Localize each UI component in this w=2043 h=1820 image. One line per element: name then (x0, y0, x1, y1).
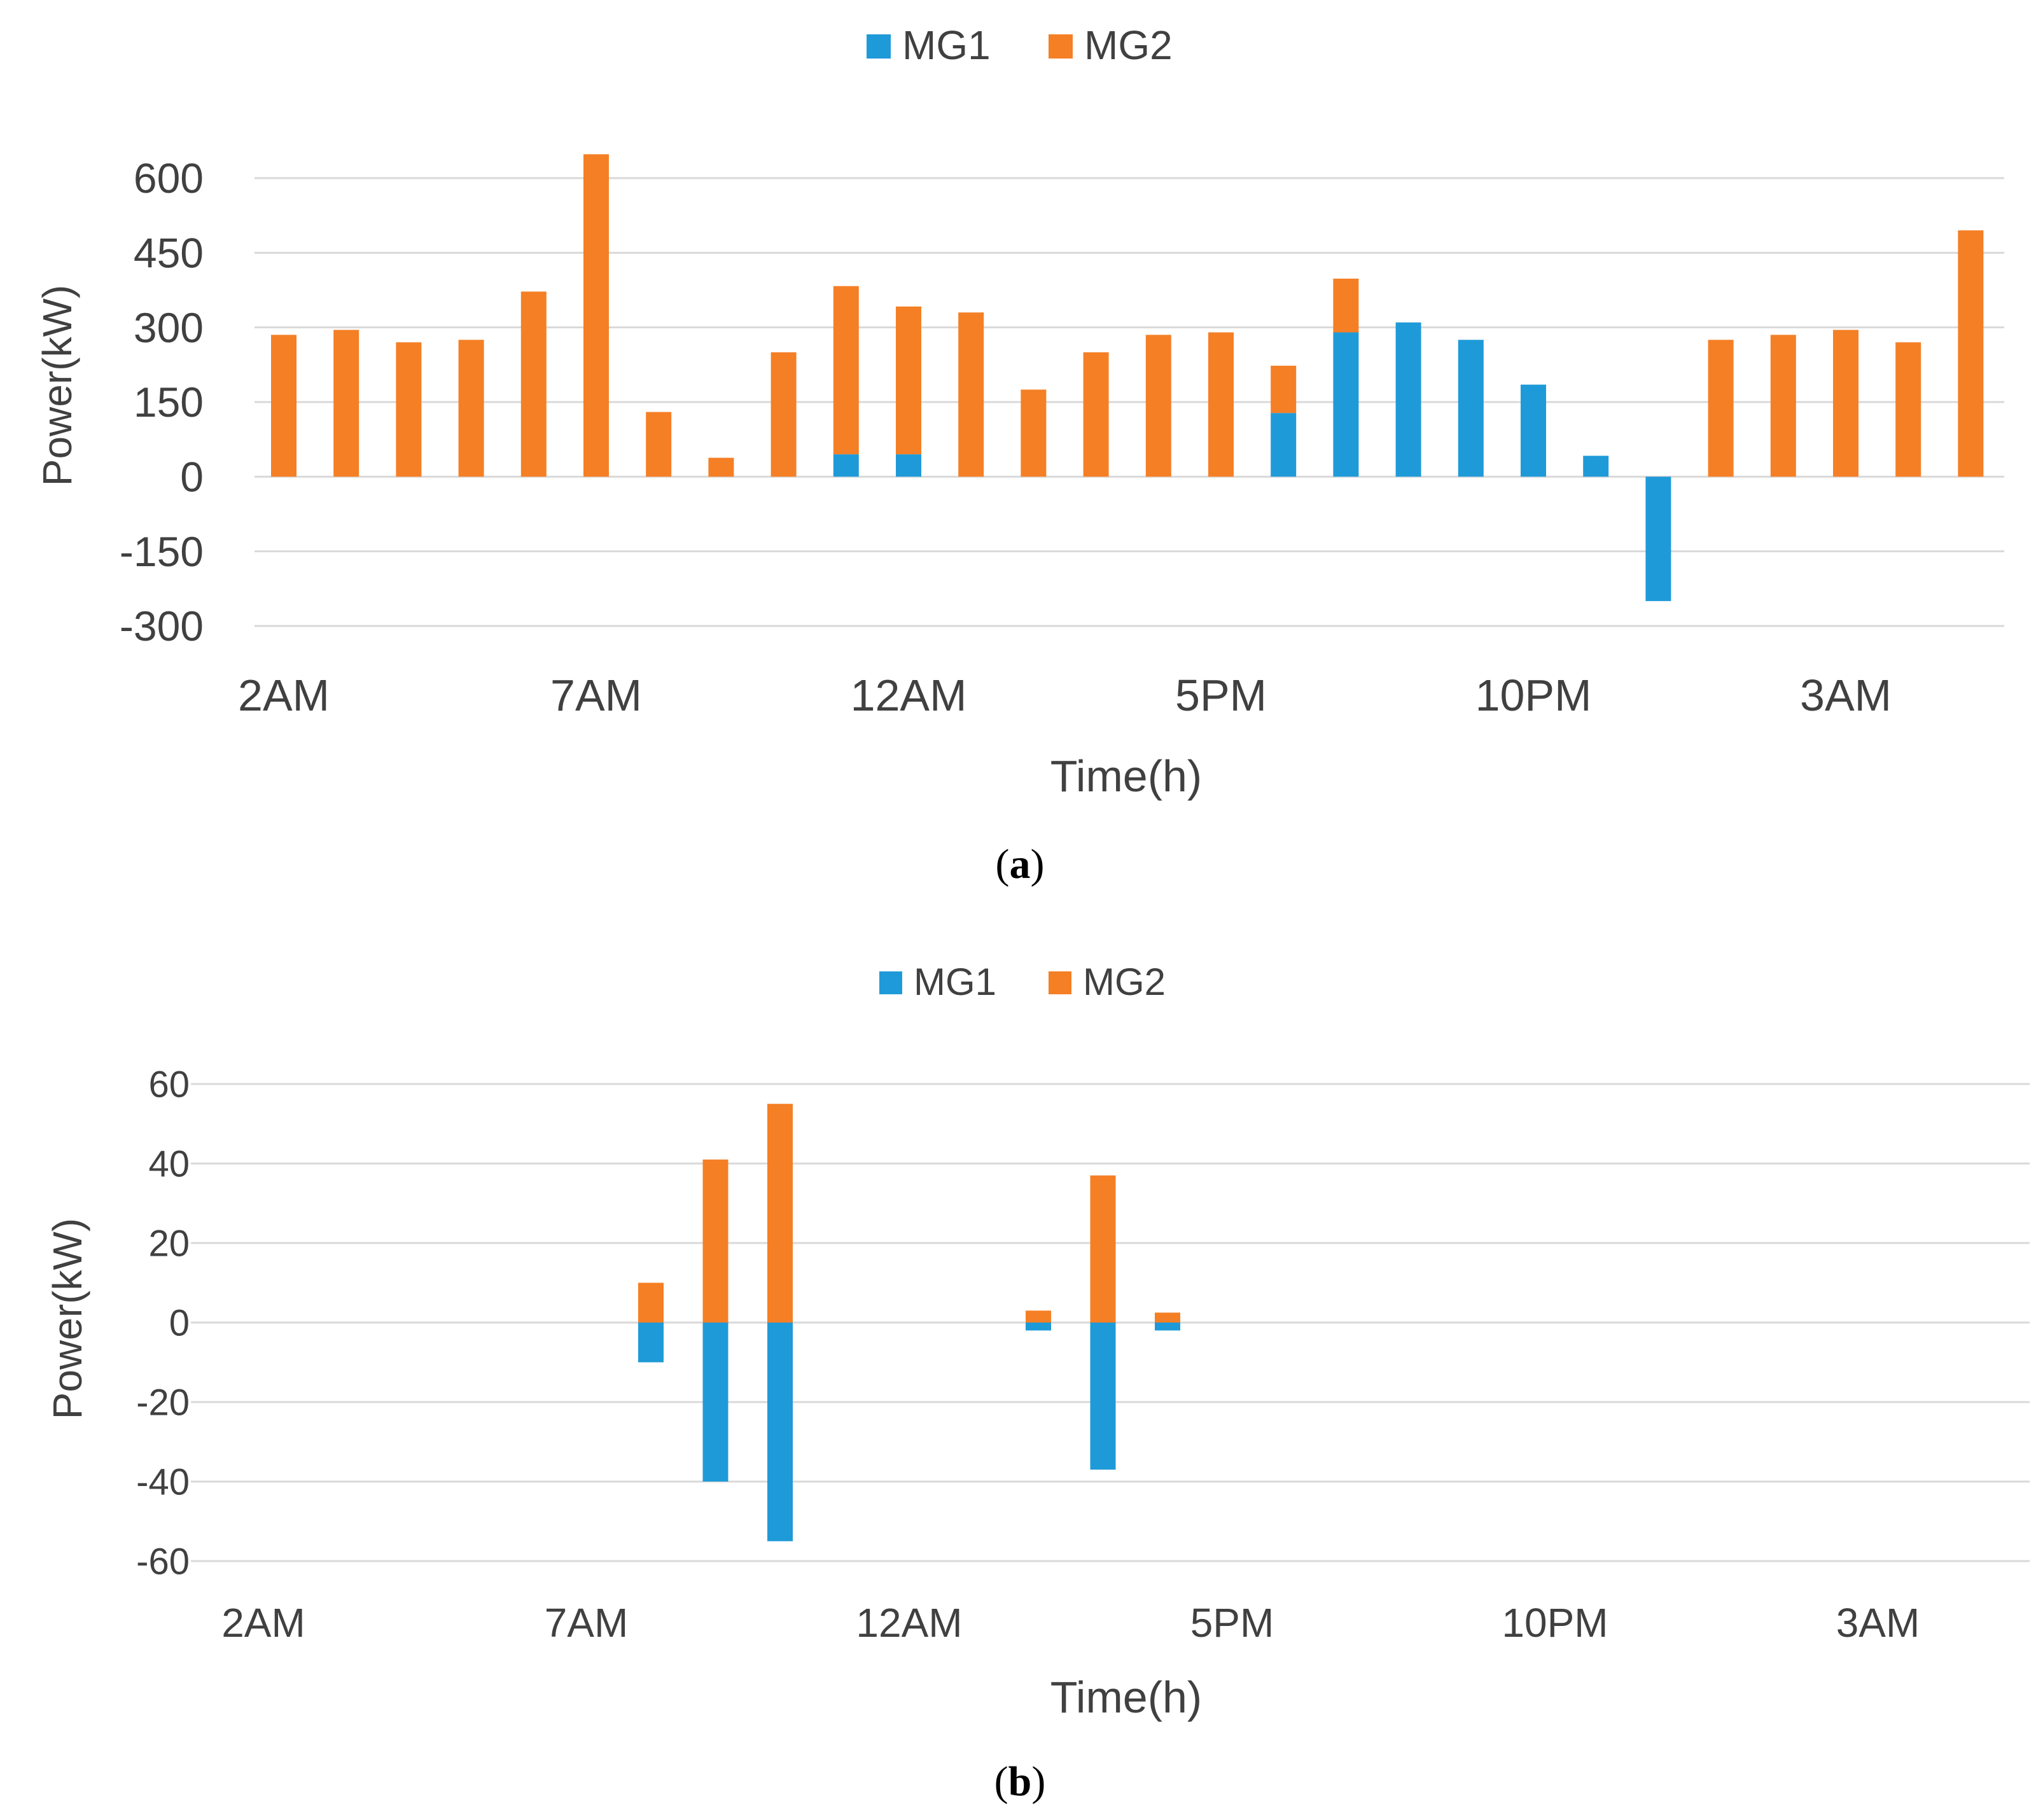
legend-label-mg2: MG2 (1083, 961, 1166, 1003)
y-tick-label: -300 (120, 602, 204, 650)
y-tick-label: 0 (169, 1302, 190, 1344)
bar-mg1-hour-8 (767, 1323, 793, 1541)
y-tick-label: -150 (120, 528, 204, 575)
bar-mg2-hour-3 (458, 340, 484, 477)
x-tick-labels-a: 2AM 7AM 12AM 5PM 10PM 3AM (238, 670, 1892, 720)
chart-a: MG1 MG2 600 450 300 150 0 -150 -300 2AM 7AM 12AM… (34, 22, 2004, 887)
y-tick-label: 40 (148, 1143, 190, 1184)
bars-b (638, 1104, 1180, 1541)
bar-mg1-hour-14 (1155, 1323, 1180, 1331)
bar-mg2-hour-6 (646, 412, 672, 477)
bar-mg2-hour-5 (583, 154, 609, 477)
bar-mg1-hour-17 (1333, 332, 1359, 477)
x-tick-label: 7AM (545, 1600, 629, 1646)
legend-label-mg1: MG1 (902, 22, 991, 68)
bar-mg2-hour-8 (767, 1104, 793, 1323)
x-tick-label: 5PM (1190, 1600, 1274, 1646)
bar-mg2-hour-25 (1833, 330, 1858, 477)
y-tick-label: 450 (134, 229, 204, 276)
x-tick-label: 2AM (221, 1600, 305, 1646)
bar-mg1-hour-7 (702, 1323, 729, 1482)
x-tick-label: 10PM (1475, 670, 1592, 720)
bar-mg2-hour-13 (1090, 1175, 1116, 1323)
bar-mg2-hour-4 (520, 291, 547, 477)
y-tick-label: 60 (148, 1064, 190, 1105)
gridlines-a (255, 177, 2004, 627)
bar-mg1-hour-16 (1271, 413, 1297, 477)
legend-swatch-mg2 (1049, 34, 1073, 59)
legend-label-mg1: MG1 (914, 961, 996, 1003)
y-tick-label: 150 (134, 379, 204, 426)
bar-mg1-hour-22 (1645, 476, 1671, 601)
x-tick-label: 3AM (1800, 670, 1892, 720)
legend-swatch-mg1 (867, 34, 891, 59)
y-tick-label: 20 (148, 1223, 190, 1264)
bar-mg2-hour-17 (1333, 279, 1359, 333)
bar-mg1-hour-10 (896, 454, 921, 477)
x-tick-label: 12AM (856, 1600, 962, 1646)
y-axis-title-b: Power(kW) (45, 1218, 90, 1419)
caption-b: (b) (994, 1758, 1046, 1805)
bar-mg1-hour-19 (1458, 340, 1484, 477)
bar-mg2-hour-9 (833, 286, 859, 455)
x-tick-label: 12AM (851, 670, 967, 720)
bar-mg2-hour-8 (770, 352, 797, 477)
y-tick-label: -60 (136, 1541, 190, 1582)
x-tick-label: 2AM (238, 670, 330, 720)
bar-mg2-hour-27 (1958, 230, 1984, 477)
bar-mg2-hour-2 (396, 342, 422, 477)
bar-mg2-hour-6 (638, 1282, 664, 1323)
bar-mg2-hour-7 (708, 457, 734, 477)
x-axis-title-a: Time(h) (1050, 751, 1203, 801)
y-tick-label: 0 (180, 453, 204, 500)
x-tick-label: 5PM (1175, 670, 1267, 720)
bar-mg1-hour-9 (833, 454, 859, 477)
bar-mg2-hour-12 (1021, 389, 1047, 477)
legend-swatch-mg2 (1049, 971, 1071, 994)
x-tick-label: 7AM (550, 670, 642, 720)
bar-mg2-hour-16 (1271, 365, 1297, 413)
y-tick-label: 600 (134, 155, 204, 202)
x-tick-label: 10PM (1502, 1600, 1608, 1646)
bar-mg1-hour-18 (1395, 322, 1421, 477)
bar-mg2-hour-24 (1770, 335, 1796, 477)
y-tick-label: -40 (136, 1461, 190, 1503)
bars-a (271, 154, 1984, 601)
y-axis-title-a: Power(kW) (34, 285, 80, 486)
caption-a: (a) (996, 841, 1045, 887)
x-tick-labels-b: 2AM 7AM 12AM 5PM 10PM 3AM (221, 1600, 1920, 1646)
bar-mg2-hour-1 (333, 330, 359, 477)
y-tick-labels-a: 600 450 300 150 0 -150 -300 (120, 155, 204, 650)
bar-mg2-hour-0 (271, 335, 296, 477)
bar-mg1-hour-12 (1026, 1323, 1051, 1331)
gridlines-b (191, 1083, 2030, 1562)
bar-mg2-hour-26 (1895, 342, 1921, 477)
legend-swatch-mg1 (879, 971, 902, 994)
bar-mg2-hour-7 (702, 1159, 729, 1323)
x-axis-title-b: Time(h) (1050, 1672, 1203, 1722)
y-tick-labels-b: 60 40 20 0 -20 -40 -60 (136, 1064, 190, 1582)
bar-mg2-hour-10 (896, 306, 921, 455)
bar-mg2-hour-13 (1083, 352, 1109, 477)
bar-mg2-hour-14 (1155, 1312, 1180, 1323)
y-tick-label: 300 (134, 304, 204, 351)
bar-mg1-hour-6 (638, 1323, 664, 1363)
bar-mg2-hour-15 (1208, 332, 1234, 477)
y-tick-label: -20 (136, 1382, 190, 1423)
x-tick-label: 3AM (1836, 1600, 1920, 1646)
chart-b: MG1 MG2 60 40 20 0 -20 -40 -60 2AM 7AM 12AM 5PM 10… (45, 961, 2030, 1805)
legend-b: MG1 MG2 (879, 961, 1166, 1003)
bar-mg2-hour-12 (1026, 1310, 1051, 1323)
bar-mg2-hour-23 (1708, 340, 1734, 477)
bar-mg2-hour-11 (958, 312, 984, 477)
bar-mg1-hour-21 (1583, 455, 1609, 477)
legend-label-mg2: MG2 (1084, 22, 1173, 68)
legend-a: MG1 MG2 (867, 22, 1173, 68)
bar-mg2-hour-14 (1145, 335, 1171, 477)
bar-mg1-hour-13 (1090, 1323, 1116, 1470)
bar-mg1-hour-20 (1521, 384, 1546, 477)
